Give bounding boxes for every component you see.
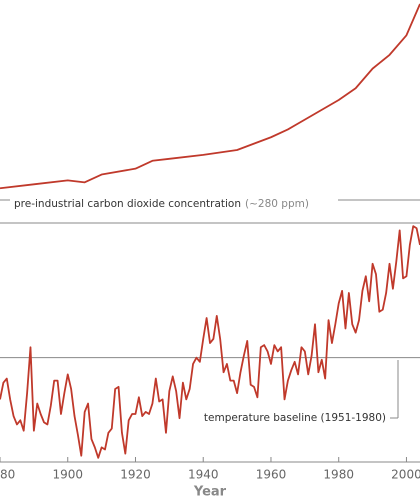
data-line — [0, 3, 420, 190]
x-tick-label: 1920 — [120, 468, 151, 482]
x-tick-label: 1980 — [323, 468, 354, 482]
baseline-label: pre-industrial carbon dioxide concentrat… — [14, 198, 309, 210]
baseline-label-text: pre-industrial carbon dioxide concentrat… — [14, 198, 241, 210]
x-axis-label: Year — [193, 485, 227, 500]
x-tick-label: 1880 — [0, 468, 15, 482]
baseline-note: (~280 ppm) — [245, 198, 309, 210]
x-tick-label: 1940 — [188, 468, 219, 482]
data-line — [0, 225, 420, 459]
x-tick-label: 1960 — [256, 468, 287, 482]
baseline-label: temperature baseline (1951-1980) — [204, 412, 386, 424]
label-bg — [10, 192, 338, 208]
x-tick-label: 1900 — [52, 468, 83, 482]
x-tick-label: 2000 — [391, 468, 420, 482]
